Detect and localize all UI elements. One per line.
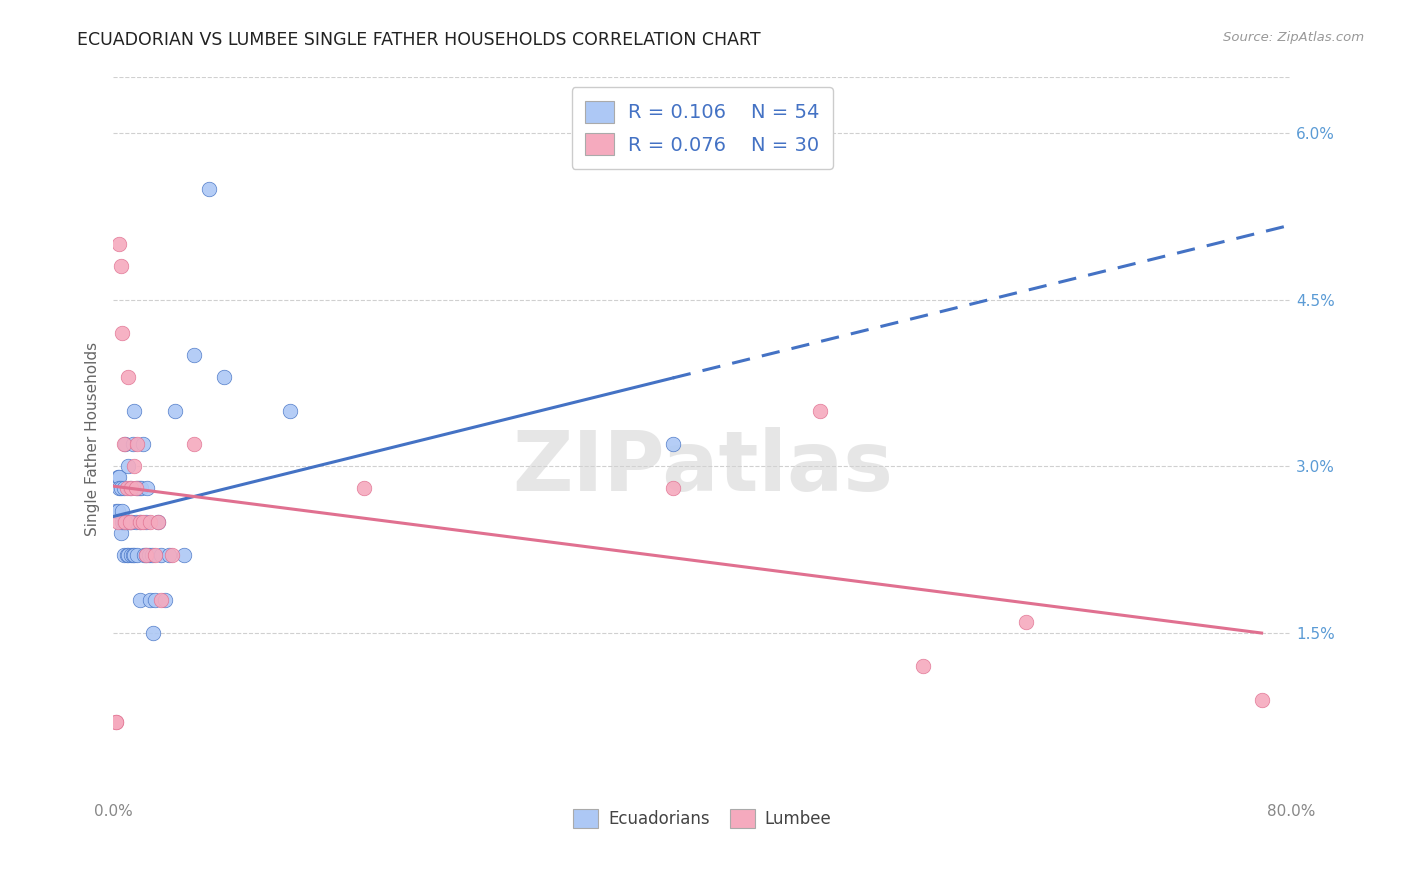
- Text: Source: ZipAtlas.com: Source: ZipAtlas.com: [1223, 31, 1364, 45]
- Point: [912, 659, 935, 673]
- Point: [124, 515, 146, 529]
- Point: [141, 548, 163, 562]
- Point: [110, 525, 132, 540]
- Point: [112, 515, 135, 529]
- Point: [115, 515, 138, 529]
- Point: [118, 482, 141, 496]
- Point: [105, 714, 128, 729]
- Point: [808, 403, 831, 417]
- Point: [146, 515, 169, 529]
- Point: [105, 714, 128, 729]
- Point: [122, 548, 145, 562]
- Point: [149, 592, 172, 607]
- Point: [117, 515, 139, 529]
- Point: [115, 482, 138, 496]
- Point: [107, 504, 129, 518]
- Point: [165, 403, 187, 417]
- Point: [183, 348, 205, 362]
- Point: [111, 326, 134, 340]
- Point: [198, 181, 221, 195]
- Point: [162, 548, 184, 562]
- Point: [129, 515, 152, 529]
- Point: [143, 548, 166, 562]
- Point: [121, 437, 143, 451]
- Point: [112, 482, 135, 496]
- Point: [117, 459, 139, 474]
- Point: [1250, 692, 1272, 706]
- Point: [135, 548, 157, 562]
- Point: [159, 548, 181, 562]
- Point: [112, 548, 135, 562]
- Point: [662, 482, 685, 496]
- Point: [108, 470, 131, 484]
- Point: [118, 515, 141, 529]
- Point: [120, 482, 142, 496]
- Point: [129, 592, 152, 607]
- Point: [353, 482, 375, 496]
- Point: [135, 515, 157, 529]
- Point: [131, 482, 153, 496]
- Point: [111, 515, 134, 529]
- Point: [146, 515, 169, 529]
- Point: [111, 504, 134, 518]
- Point: [142, 626, 165, 640]
- Point: [107, 470, 129, 484]
- Point: [173, 548, 195, 562]
- Point: [122, 459, 145, 474]
- Point: [125, 437, 148, 451]
- Point: [125, 482, 148, 496]
- Point: [122, 403, 145, 417]
- Point: [112, 437, 135, 451]
- Point: [107, 515, 129, 529]
- Point: [120, 548, 142, 562]
- Point: [120, 515, 142, 529]
- Point: [153, 592, 176, 607]
- Point: [110, 260, 132, 274]
- Point: [136, 482, 159, 496]
- Text: ECUADORIAN VS LUMBEE SINGLE FATHER HOUSEHOLDS CORRELATION CHART: ECUADORIAN VS LUMBEE SINGLE FATHER HOUSE…: [77, 31, 761, 49]
- Point: [278, 403, 301, 417]
- Point: [132, 515, 155, 529]
- Point: [121, 548, 143, 562]
- Legend: Ecuadorians, Lumbee: Ecuadorians, Lumbee: [567, 802, 838, 835]
- Point: [139, 592, 162, 607]
- Point: [118, 515, 141, 529]
- Point: [134, 548, 156, 562]
- Point: [138, 548, 160, 562]
- Point: [124, 482, 146, 496]
- Point: [1015, 615, 1038, 629]
- Point: [115, 548, 138, 562]
- Point: [117, 548, 139, 562]
- Y-axis label: Single Father Households: Single Father Households: [86, 342, 100, 535]
- Point: [139, 515, 162, 529]
- Point: [108, 237, 131, 252]
- Point: [143, 592, 166, 607]
- Point: [662, 437, 685, 451]
- Point: [114, 437, 136, 451]
- Point: [135, 548, 157, 562]
- Point: [212, 370, 235, 384]
- Point: [108, 482, 131, 496]
- Point: [149, 548, 172, 562]
- Point: [110, 482, 132, 496]
- Point: [105, 504, 128, 518]
- Point: [132, 437, 155, 451]
- Point: [117, 370, 139, 384]
- Point: [129, 515, 152, 529]
- Point: [125, 548, 148, 562]
- Point: [114, 515, 136, 529]
- Point: [183, 437, 205, 451]
- Point: [128, 482, 150, 496]
- Text: ZIPatlas: ZIPatlas: [512, 427, 893, 508]
